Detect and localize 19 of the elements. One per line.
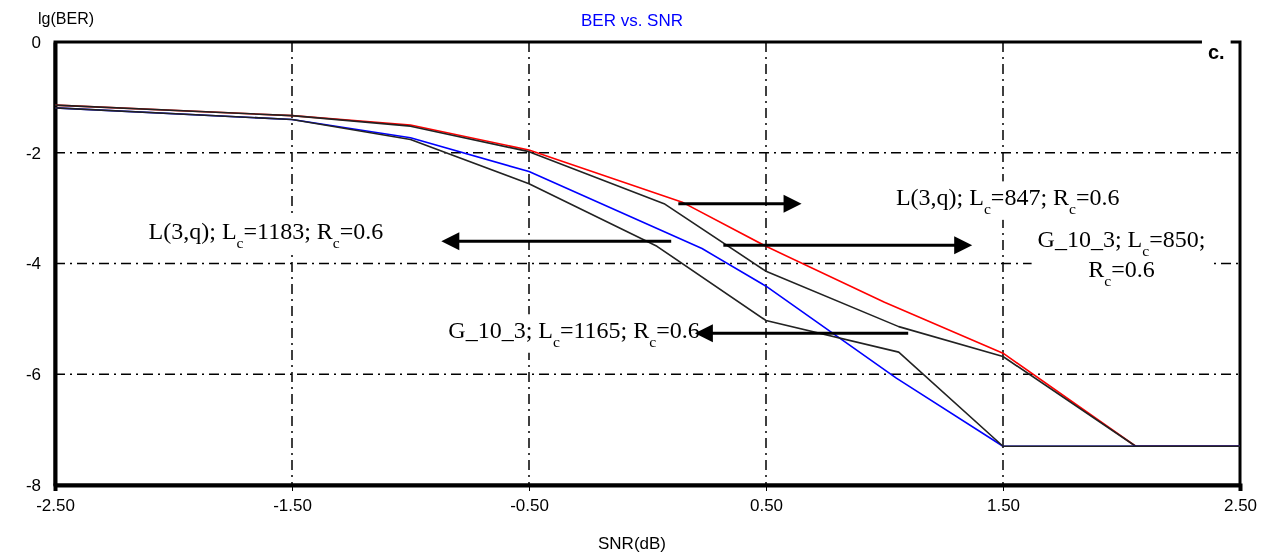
x-tick-label: 0.50	[749, 496, 784, 515]
y-axis-title: lg(BER)	[38, 10, 95, 27]
x-tick-label: 1.50	[986, 496, 1021, 515]
y-tick-label: -8	[25, 475, 41, 495]
x-tick-label: 2.50	[1223, 496, 1258, 515]
text: G_10_3; L$_{c}$=850; R$_{c}$=0.6	[1037, 225, 1206, 289]
y-tick-label: -6	[25, 365, 41, 385]
annotation: L(3,q); L$_{c}$=847; R$_{c}$=0.6	[895, 184, 1120, 217]
annotation: G_10_3; L$_{c}$=1165; R$_{c}$=0.6	[448, 317, 700, 350]
x-axis-title: SNR(dB)	[597, 534, 667, 553]
x-tick-label: -2.50	[36, 496, 75, 515]
y-tick-label: 0	[31, 32, 41, 52]
x-tick-label: -1.50	[273, 496, 312, 515]
annotation: c.	[1207, 40, 1225, 63]
y-tick-label: -2	[25, 143, 41, 163]
annotation: L(3,q); L$_{c}$=1183; R$_{c}$=0.6	[148, 217, 384, 251]
chart-title: BER vs. SNR	[580, 11, 684, 30]
x-tick-label: -0.50	[510, 496, 549, 515]
y-tick-label: -4	[25, 254, 41, 274]
